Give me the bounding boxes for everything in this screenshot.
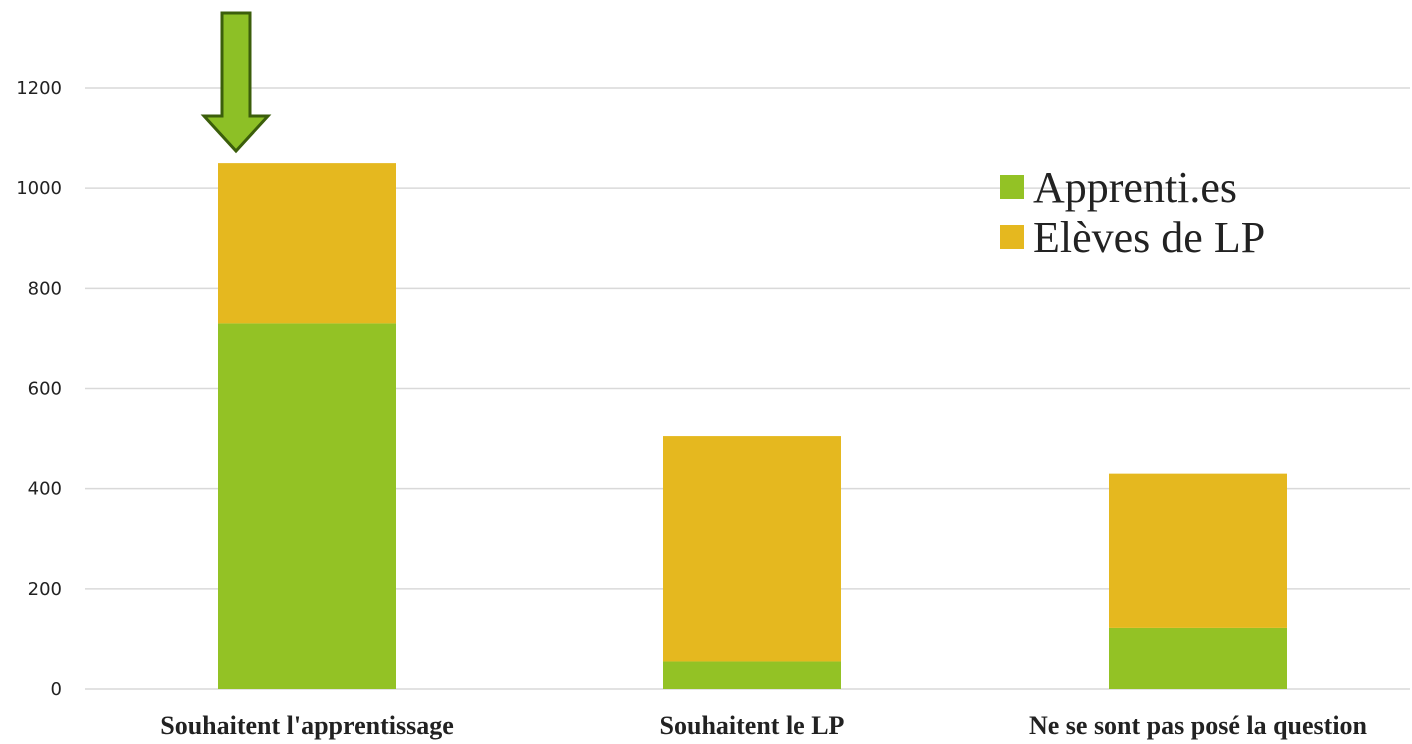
arrow-annotation-icon (200, 11, 272, 154)
y-tick-label: 0 (51, 679, 62, 700)
annotation (200, 11, 272, 154)
bars (218, 163, 1287, 689)
legend-swatch (1000, 225, 1024, 249)
x-category-label: Souhaitent l'apprentissage (160, 711, 454, 740)
bar-segment (1109, 473, 1287, 628)
y-tick-label: 1200 (16, 78, 62, 99)
bar-segment (1109, 627, 1287, 689)
x-axis-category-labels: Souhaitent l'apprentissage Souhaitent le … (160, 711, 1367, 740)
bar-segment (218, 163, 396, 324)
bar-segment (218, 323, 396, 689)
y-tick-label: 800 (28, 278, 62, 299)
legend-label: Elèves de LP (1033, 213, 1265, 262)
y-axis-tick-labels: 0 200 400 600 800 1000 1200 (16, 78, 62, 700)
legend-swatch (1000, 175, 1024, 199)
x-category-label: Ne se sont pas posé la question (1029, 711, 1368, 740)
legend-label: Apprenti.es (1033, 163, 1237, 212)
y-tick-label: 1000 (16, 178, 62, 199)
bar-segment (663, 436, 841, 662)
y-tick-label: 400 (28, 479, 62, 500)
bar-segment (663, 661, 841, 689)
x-category-label: Souhaitent le LP (660, 711, 845, 740)
y-tick-label: 600 (28, 379, 62, 400)
y-tick-label: 200 (28, 579, 62, 600)
